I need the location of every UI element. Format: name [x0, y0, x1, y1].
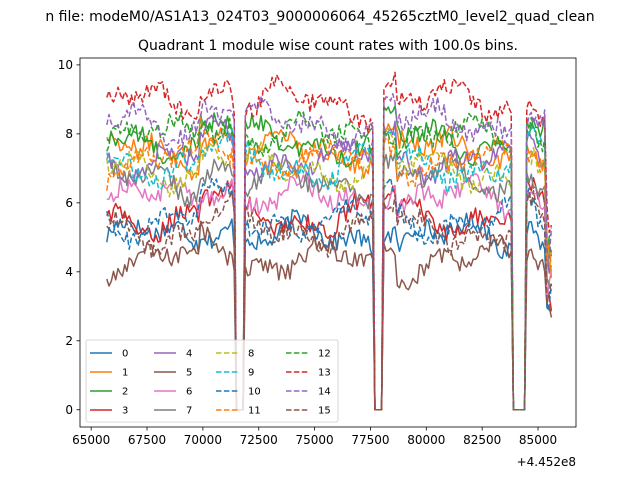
series-line-3: [106, 177, 553, 411]
x-tick-label: 67500: [128, 433, 166, 447]
series-line-9: [106, 124, 552, 411]
legend-label-4: 4: [186, 349, 192, 360]
legend-label-1: 1: [122, 368, 128, 379]
series-line-4: [106, 114, 553, 411]
legend-label-0: 0: [122, 349, 128, 360]
series-line-13: [106, 71, 553, 411]
legend-label-14: 14: [318, 387, 331, 398]
x-tick-label: 80000: [407, 433, 445, 447]
series-line-10: [106, 177, 553, 411]
x-tick-label: 65000: [72, 433, 110, 447]
legend-label-6: 6: [186, 387, 192, 398]
legend-label-9: 9: [248, 368, 254, 379]
series-line-11: [106, 116, 553, 411]
legend-label-11: 11: [248, 406, 261, 417]
legend-label-10: 10: [248, 387, 261, 398]
y-tick-label: 10: [58, 58, 73, 72]
series-line-5: [106, 221, 553, 411]
legend-label-12: 12: [318, 349, 331, 360]
legend-label-3: 3: [122, 406, 128, 417]
legend-label-13: 13: [318, 368, 331, 379]
series-line-12: [106, 109, 553, 411]
y-tick-label: 8: [65, 127, 73, 141]
series-line-6: [106, 173, 553, 411]
legend-label-2: 2: [122, 387, 128, 398]
y-axis-ticks: 0 2 4 6 8 10: [58, 58, 80, 417]
legend-label-5: 5: [186, 368, 192, 379]
x-tick-label: 75000: [296, 433, 334, 447]
series-line-15: [106, 190, 553, 411]
figure-suptitle: n file: modeM0/AS1A13_024T03_9000006064_…: [45, 9, 594, 25]
x-axis-ticks: 65000 67500 70000 72500 75000 77500 80000 82500…: [72, 427, 557, 447]
legend-label-8: 8: [248, 349, 254, 360]
series-line-8: [106, 127, 553, 411]
series-line-14: [106, 93, 553, 411]
y-tick-label: 0: [65, 403, 73, 417]
legend-box: [85, 339, 339, 423]
x-tick-label: 85000: [519, 433, 557, 447]
x-tick-label: 77500: [351, 433, 389, 447]
x-tick-label: 82500: [463, 433, 501, 447]
chart-title: Quadrant 1 module wise count rates with …: [138, 38, 518, 54]
x-tick-label: 70000: [184, 433, 222, 447]
y-tick-label: 4: [65, 265, 73, 279]
x-offset-label: +4.452e8: [517, 455, 576, 469]
legend-label-7: 7: [186, 406, 192, 417]
plot-frame: [79, 57, 577, 428]
series-layer: [106, 71, 553, 411]
y-tick-label: 2: [65, 334, 73, 348]
x-tick-label: 72500: [240, 433, 278, 447]
y-tick-label: 6: [65, 196, 73, 210]
legend-label-15: 15: [318, 406, 331, 417]
